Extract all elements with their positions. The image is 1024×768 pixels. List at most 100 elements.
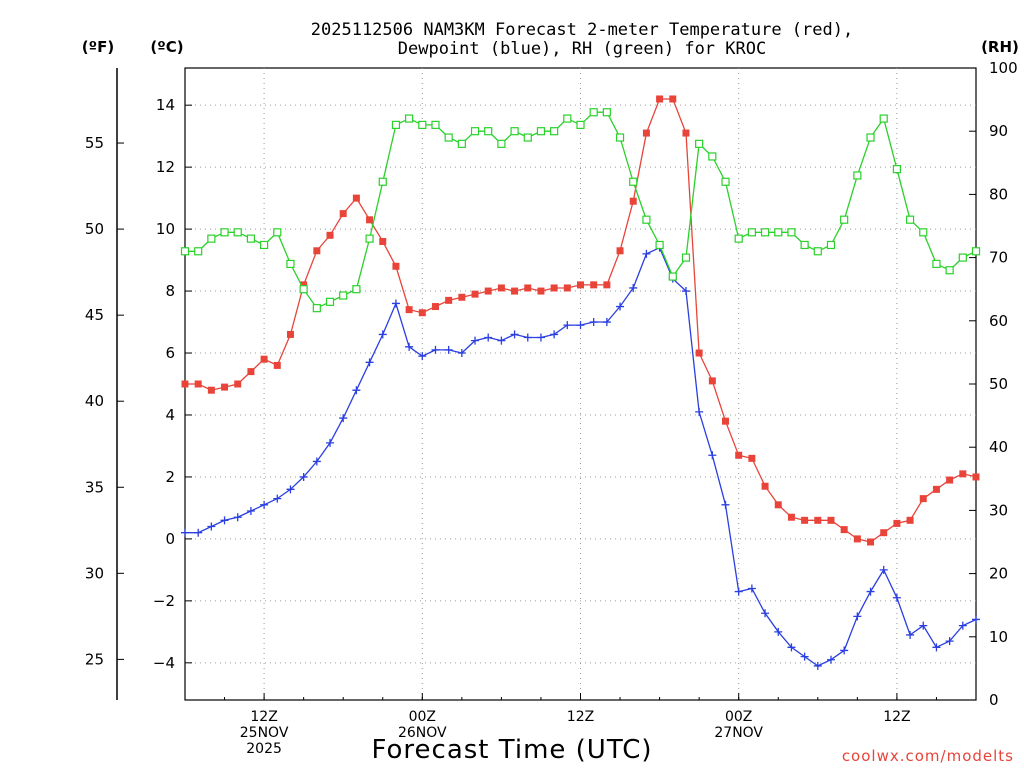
2-meter-temperature-point xyxy=(458,293,466,301)
2-meter-temperature-point xyxy=(787,513,795,521)
2-meter-temperature-point xyxy=(181,380,189,388)
2-meter-temperature-point xyxy=(708,377,716,385)
credit-link[interactable]: coolwx.com/modelts xyxy=(842,747,1014,765)
rh-point xyxy=(945,266,954,275)
2-meter-temperature-point xyxy=(471,290,479,298)
2-meter-temperature-point xyxy=(563,284,571,292)
rh-point xyxy=(484,127,493,136)
time-tick-label: 12Z xyxy=(250,709,277,725)
2-meter-temperature-point xyxy=(682,129,690,137)
dewpoint-point xyxy=(510,330,519,339)
2-meter-temperature-point xyxy=(629,197,637,205)
rh-point xyxy=(444,133,453,142)
rh-tick-label: 90 xyxy=(989,122,1008,140)
2-meter-temperature-point xyxy=(484,287,492,295)
time-tick-label: 12Z xyxy=(883,709,910,725)
dewpoint-point xyxy=(945,637,954,646)
rh-point xyxy=(629,177,638,186)
2-meter-temperature-point xyxy=(300,281,308,289)
rh-point xyxy=(747,228,756,237)
rh-point xyxy=(879,114,888,123)
2-meter-temperature-point xyxy=(616,247,624,255)
chart-title-line1: 2025112506 NAM3KM Forecast 2-meter Tempe… xyxy=(311,20,853,40)
dewpoint-point xyxy=(563,321,572,330)
dewpoint-point xyxy=(260,500,269,509)
2-meter-temperature-point xyxy=(669,95,677,103)
2-meter-temperature-point xyxy=(431,303,439,311)
2-meter-temperature-point xyxy=(339,210,347,218)
dewpoint-point xyxy=(207,522,216,531)
2-meter-temperature-point xyxy=(326,231,334,239)
rh-point xyxy=(299,285,308,294)
rh-tick-label: 0 xyxy=(989,691,999,709)
time-tick-label: 2025 xyxy=(246,741,282,757)
2-meter-temperature-point xyxy=(827,516,835,524)
2-meter-temperature-point xyxy=(735,451,743,459)
rh-tick-label: 70 xyxy=(989,249,1008,267)
dewpoint-point xyxy=(444,345,453,354)
dewpoint-point xyxy=(299,472,308,481)
fahrenheit-tick-label: 35 xyxy=(85,478,104,496)
rh-point xyxy=(194,247,203,256)
rh-point xyxy=(536,127,546,136)
2-meter-temperature-point xyxy=(352,194,360,202)
dewpoint-point xyxy=(721,500,730,509)
rh-point xyxy=(312,304,321,313)
time-tick-label: 12Z xyxy=(567,709,594,725)
dewpoint-point xyxy=(233,513,242,522)
2-meter-temperature-point xyxy=(260,355,268,363)
rh-point xyxy=(721,177,730,186)
grid-lines xyxy=(185,68,976,700)
dewpoint-point xyxy=(471,336,480,345)
dewpoint-point xyxy=(326,438,335,447)
2-meter-temperature-point xyxy=(445,296,453,304)
dewpoint-point xyxy=(523,333,532,342)
2-meter-temperature-point xyxy=(221,383,229,391)
dewpoint-point xyxy=(246,507,255,516)
fahrenheit-unit-label: (ºF) xyxy=(82,38,114,56)
fahrenheit-tick-label: 50 xyxy=(85,220,104,238)
celsius-tick-label: 2 xyxy=(165,468,175,486)
2-meter-temperature-point xyxy=(537,287,545,295)
rh-point xyxy=(457,139,466,148)
rh-unit-label: (RH) xyxy=(981,38,1019,56)
2-meter-temperature-point xyxy=(418,309,426,317)
celsius-tick-label: −2 xyxy=(153,592,175,610)
fahrenheit-tick-label: 30 xyxy=(85,564,104,582)
2-meter-temperature-point xyxy=(497,284,505,292)
rh-point xyxy=(813,247,822,256)
dewpoint-point xyxy=(602,318,611,327)
rh-tick-label: 60 xyxy=(989,312,1008,330)
2-meter-temperature-point xyxy=(392,262,400,270)
dewpoint-point xyxy=(774,627,783,636)
rh-point xyxy=(220,228,229,237)
dewpoint-point xyxy=(497,336,506,345)
rh-point xyxy=(892,165,902,174)
time-tick-label: 26NOV xyxy=(398,725,447,741)
rh-point xyxy=(774,228,783,237)
rh-point xyxy=(642,215,651,224)
2-meter-temperature-point xyxy=(286,330,294,338)
time-tick-label: 25NOV xyxy=(240,725,289,741)
rh-point xyxy=(668,272,677,281)
rh-point xyxy=(734,234,743,243)
2-meter-temperature-point xyxy=(880,529,888,537)
dewpoint-point xyxy=(194,528,203,537)
rh-point xyxy=(497,139,506,148)
dewpoint-point xyxy=(181,528,189,537)
rh-tick-label: 80 xyxy=(989,185,1008,203)
dewpoint-point xyxy=(972,615,980,624)
rh-point xyxy=(352,285,361,294)
fahrenheit-tick-label: 40 xyxy=(85,392,104,410)
rh-point xyxy=(971,247,981,256)
2-meter-temperature-point xyxy=(840,526,848,534)
rh-point xyxy=(431,120,440,129)
celsius-tick-label: 12 xyxy=(156,158,175,176)
2-meter-temperature-point xyxy=(932,485,940,493)
fahrenheit-tick-label: 55 xyxy=(85,134,104,152)
dewpoint-point xyxy=(681,287,690,296)
rh-point xyxy=(180,247,190,256)
rh-point xyxy=(787,228,796,237)
dewpoint-point xyxy=(800,652,809,661)
